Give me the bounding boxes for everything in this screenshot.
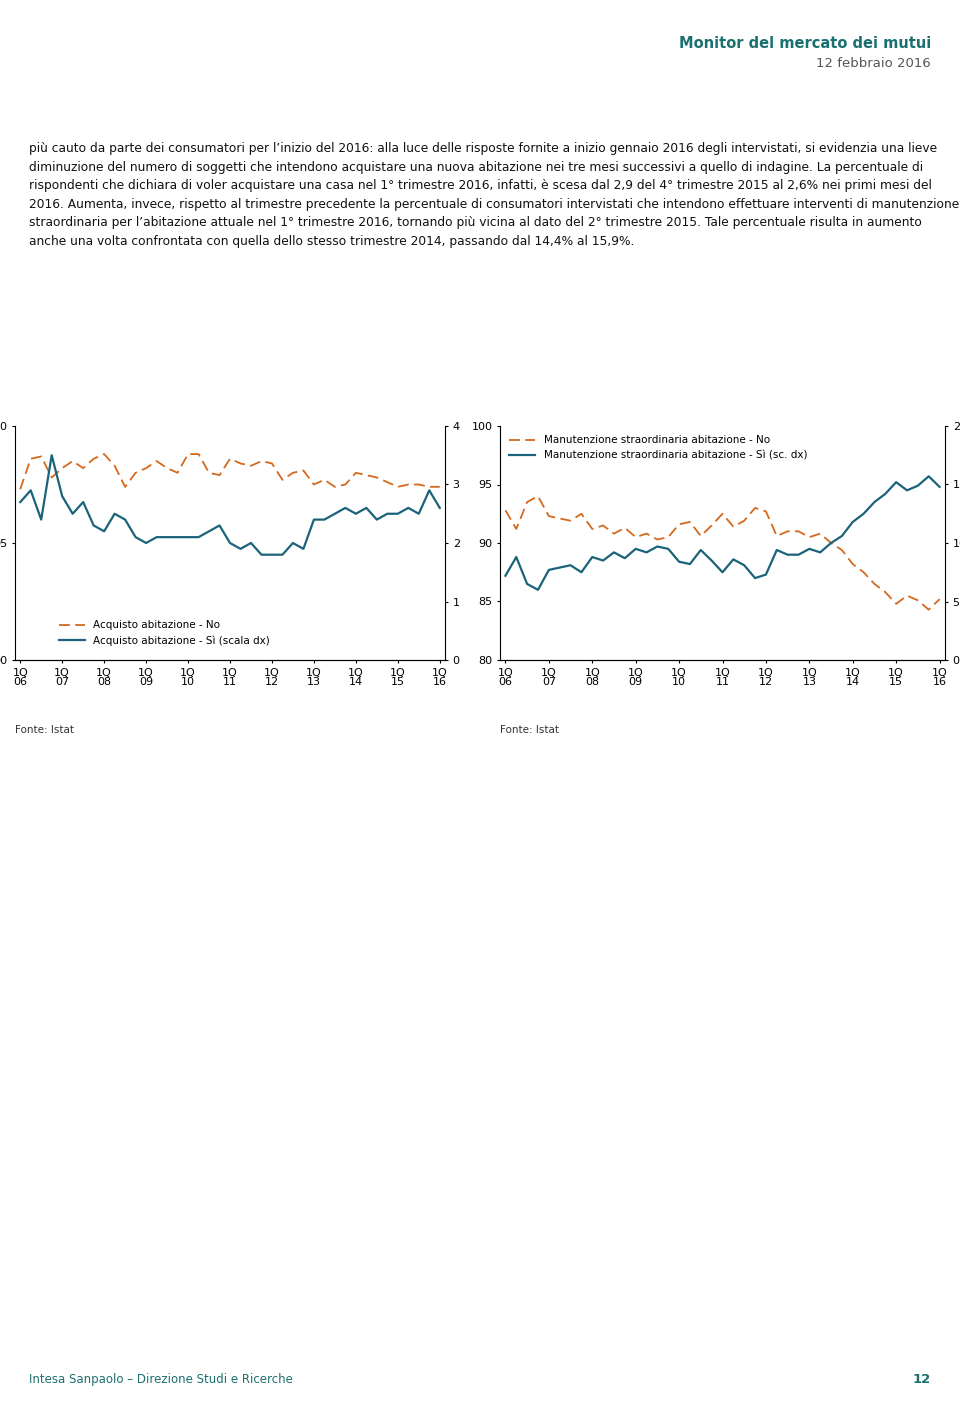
Text: Monitor del mercato dei mutui: Monitor del mercato dei mutui [679, 36, 931, 51]
Text: 12 febbraio 2016: 12 febbraio 2016 [816, 57, 931, 70]
Text: Fonte: Istat: Fonte: Istat [500, 725, 559, 735]
Text: più cauto da parte dei consumatori per l’inizio del 2016: alla luce delle rispos: più cauto da parte dei consumatori per l… [29, 142, 959, 247]
Text: 12: 12 [913, 1373, 931, 1385]
Text: Intenzione dei consumatori di effettuare interventi di manutenzione straordinari: Intenzione dei consumatori di effettuare… [509, 371, 960, 381]
Legend: Manutenzione straordinaria abitazione - No, Manutenzione straordinaria abitazion: Manutenzione straordinaria abitazione - … [505, 431, 811, 465]
Text: Intenzione dei consumatori di acquistare un’abitazione nel trimestre in oggetto : Intenzione dei consumatori di acquistare… [24, 371, 699, 381]
Text: Intesa Sanpaolo – Direzione Studi e Ricerche: Intesa Sanpaolo – Direzione Studi e Rice… [29, 1373, 293, 1385]
Text: Fonte: Istat: Fonte: Istat [15, 725, 74, 735]
Legend: Acquisto abitazione - No, Acquisto abitazione - Sì (scala dx): Acquisto abitazione - No, Acquisto abita… [55, 617, 274, 651]
